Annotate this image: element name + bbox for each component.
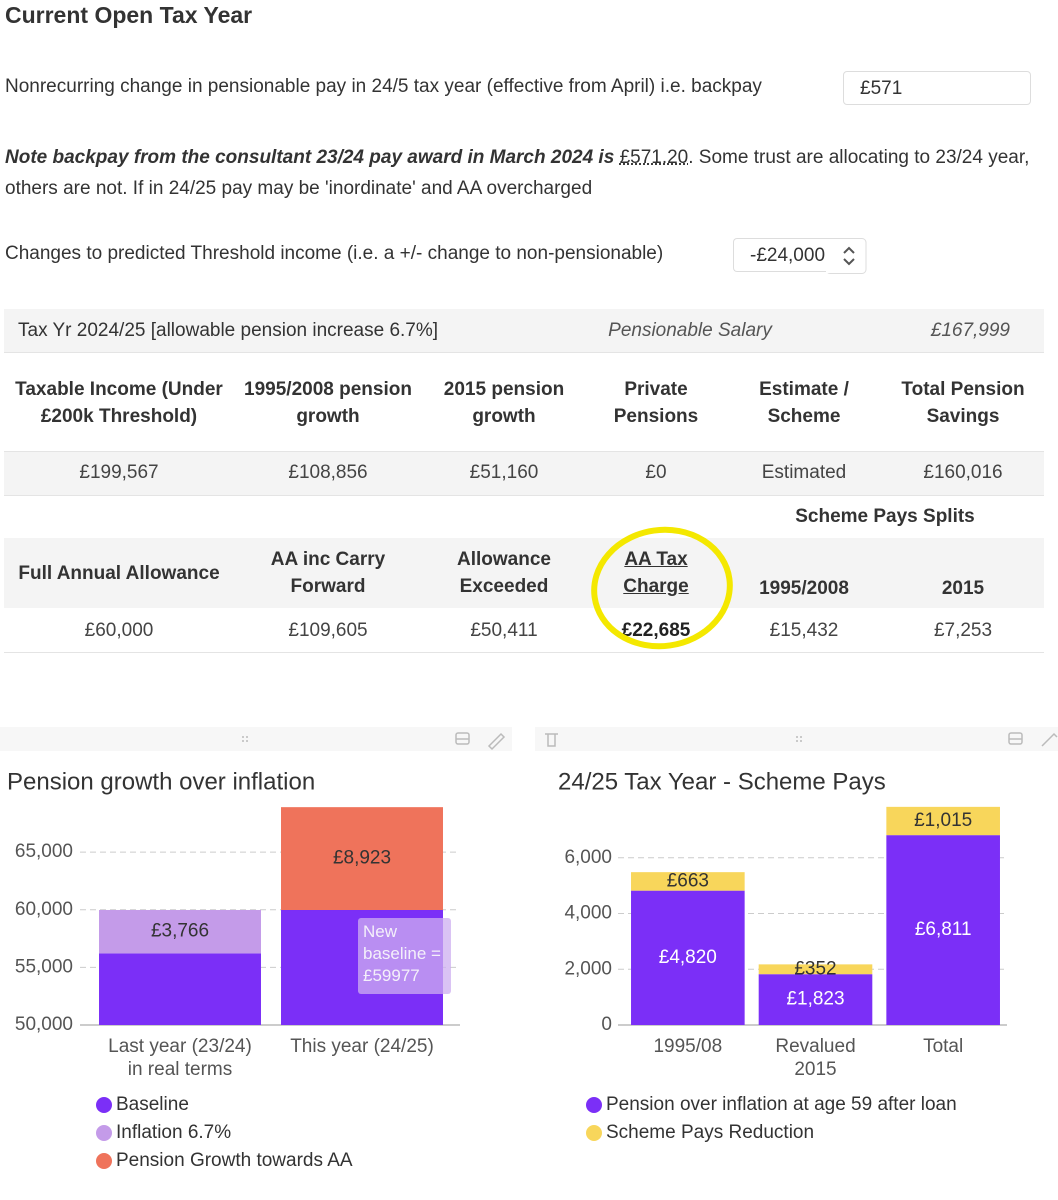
table-title: Tax Yr 2024/25 [allowable pension increa… [18,320,439,341]
column-header: Total Pension Savings [901,379,1025,427]
bar-segment [758,974,873,1025]
legend-marker [96,1125,112,1141]
note-emphasis: Note backpay from the consultant 23/24 p… [5,147,615,168]
legend-marker [586,1125,602,1141]
value-label: £663 [667,870,709,891]
bar-segment [886,835,1000,1025]
salary-label: Pensionable Salary [608,320,772,341]
table-band [4,451,1044,496]
x-tick-label: Last year (23/24) in real terms [108,1036,252,1080]
table-cell: £22,685 [621,619,691,641]
chart-title: 24/25 Tax Year - Scheme Pays [558,768,886,795]
legend-marker [586,1097,602,1113]
note-text: . Some trust are allocating to 23/24 yea… [5,147,1030,199]
legend-marker [96,1153,112,1169]
table-cell: £7,253 [933,619,993,641]
table-cell: £160,016 [923,462,1003,483]
salary-value: £167,999 [930,320,1010,341]
column-header: Allowance Exceeded [457,549,551,597]
column-header: 1995/2008 [759,578,849,599]
table-cell: £51,160 [469,462,539,483]
legend-label: Pension Growth towards AA [116,1150,353,1171]
y-tick-label: 4,000 [564,903,612,924]
value-label: £4,820 [659,947,717,968]
column-header: 2015 pension growth [443,379,565,427]
column-header: Taxable Income (Under £200k Threshold) [15,379,223,427]
column-header: Private Pensions [613,379,699,427]
note-amount: £571.20 [619,147,689,168]
page-title: Current Open Tax Year [5,2,253,28]
value-label: £8,923 [333,848,391,869]
legend-label: Baseline [116,1094,189,1115]
panel-header [535,727,1058,751]
table-cell: Estimated [761,462,847,483]
table-cell: £199,567 [79,462,159,483]
y-tick-label: 0 [601,1014,612,1035]
x-tick-label: 1995/08 [653,1036,723,1057]
table-band [4,538,1044,609]
drag-handle [242,736,802,742]
value-label: £3,766 [151,921,209,942]
bar-segment [99,910,261,954]
y-tick-label: 6,000 [564,847,612,868]
bar-segment [281,807,443,911]
threshold-input[interactable]: -£24,000 [733,238,833,272]
panel-header [0,727,512,751]
bar-segment [631,890,745,1025]
legend-label: Pension over inflation at age 59 after l… [606,1094,957,1115]
spinner[interactable] [826,238,867,274]
threshold-label: Changes to predicted Threshold income (i… [5,243,664,264]
bar-segment [886,806,1000,836]
bar-segment [99,953,261,1025]
column-header: 1995/2008 pension growth [244,379,412,427]
table-cell: £60,000 [84,619,154,641]
note: Note backpay from the consultant 23/24 p… [5,142,1035,204]
y-tick-label: 60,000 [15,899,73,920]
legend-label: Scheme Pays Reduction [606,1122,814,1143]
x-tick-label: This year (24/25) [290,1036,434,1057]
annotation: New baseline = £59977 [358,918,451,994]
column-header: Estimate / Scheme [759,379,849,427]
highlight-circle [591,526,733,650]
x-tick-label: Total [923,1036,964,1057]
splits-title: Scheme Pays Splits [795,505,975,527]
column-header: Full Annual Allowance [18,562,220,584]
backpay-label: Nonrecurring change in pensionable pay i… [5,76,762,97]
chart-title: Pension growth over inflation [7,768,315,795]
bar-segment [631,872,745,891]
table-cell: £108,856 [288,462,368,483]
panel-icons [455,732,1058,751]
legend-label: Inflation 6.7% [116,1122,231,1143]
table-band [4,608,1044,653]
column-header: AA Tax Charge [623,549,689,597]
x-tick-label: Revalued 2015 [775,1036,856,1080]
value-label: £352 [794,958,836,979]
y-tick-label: 2,000 [564,958,612,979]
table-cell: £0 [645,462,667,483]
value-label: £1,823 [786,989,844,1010]
bar-segment [758,964,873,975]
y-tick-label: 65,000 [15,841,73,862]
value-label: £1,015 [914,810,972,831]
y-tick-label: 50,000 [15,1014,73,1035]
table-cell: £15,432 [769,619,839,641]
y-tick-label: 55,000 [15,956,73,977]
column-header: AA inc Carry Forward [270,549,386,597]
table-cell: £109,605 [288,619,368,641]
table-cell: £50,411 [470,619,538,641]
backpay-input[interactable]: £571 [843,71,1031,105]
legend-marker [96,1097,112,1113]
column-header: 2015 [941,578,985,599]
table-band [4,309,1044,353]
value-label: £6,811 [915,919,972,940]
